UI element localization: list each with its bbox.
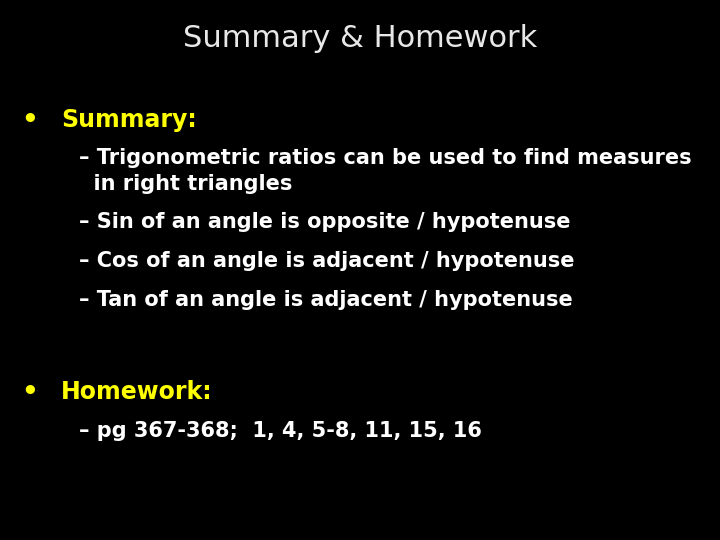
Text: – Trigonometric ratios can be used to find measures
  in right triangles: – Trigonometric ratios can be used to fi…: [79, 148, 692, 194]
Text: •: •: [22, 108, 38, 134]
Text: – Cos of an angle is adjacent / hypotenuse: – Cos of an angle is adjacent / hypotenu…: [79, 251, 575, 271]
Text: Homework:: Homework:: [61, 380, 213, 404]
Text: Summary:: Summary:: [61, 108, 197, 132]
Text: Summary & Homework: Summary & Homework: [183, 24, 537, 53]
Text: – Tan of an angle is adjacent / hypotenuse: – Tan of an angle is adjacent / hypotenu…: [79, 290, 573, 310]
Text: – pg 367-368;  1, 4, 5-8, 11, 15, 16: – pg 367-368; 1, 4, 5-8, 11, 15, 16: [79, 421, 482, 441]
Text: – Sin of an angle is opposite / hypotenuse: – Sin of an angle is opposite / hypotenu…: [79, 212, 571, 232]
Text: •: •: [22, 380, 38, 406]
